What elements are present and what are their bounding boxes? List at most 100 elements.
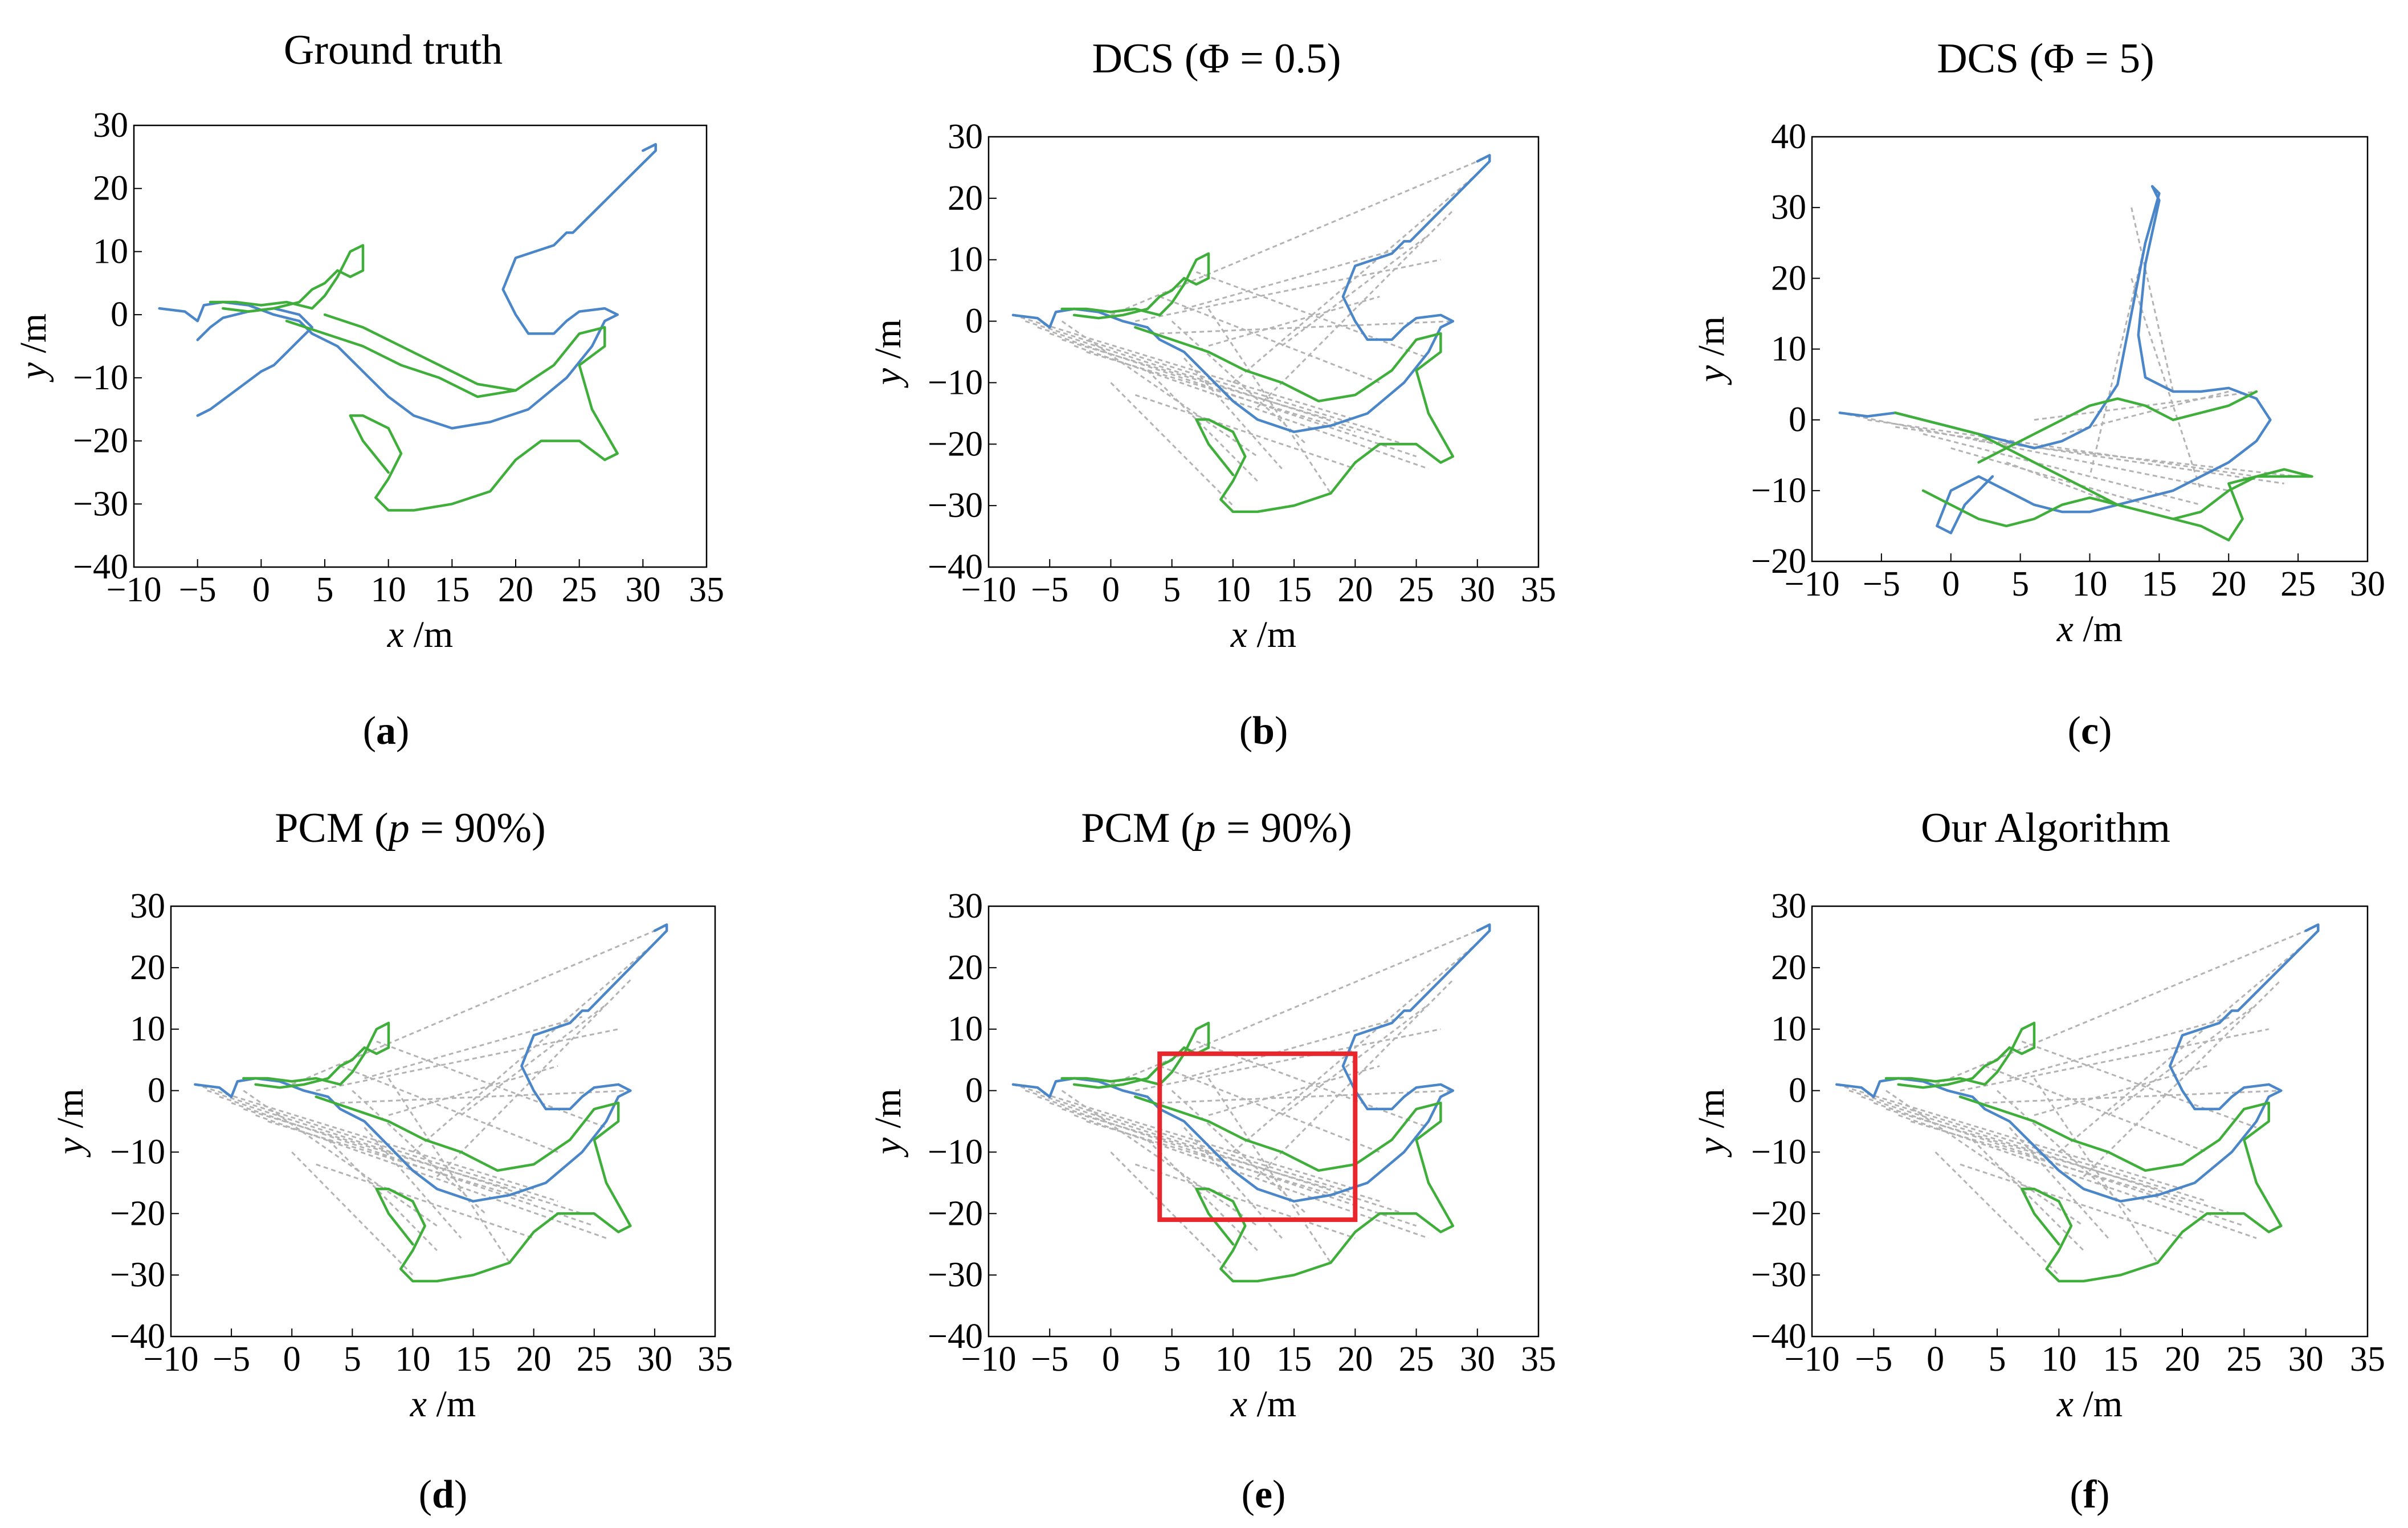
y-tick-label: −30 — [1751, 1256, 1806, 1294]
trajectory-blue — [196, 307, 313, 417]
x-axis-label: x /m — [2056, 1383, 2123, 1425]
loop-closure-line — [327, 1139, 438, 1252]
chart-title: DCS (Φ = 0.5) — [1092, 35, 1341, 82]
x-tick-label: 5 — [344, 1340, 361, 1379]
y-tick-label: 30 — [948, 117, 983, 156]
x-tick-label: 30 — [2288, 1340, 2324, 1379]
x-tick-label: 15 — [2141, 565, 2177, 604]
loop-closure-line — [1861, 1095, 2232, 1215]
loop-closure-line — [2006, 461, 2118, 506]
y-tick-label: 10 — [1771, 330, 1806, 369]
trajectory-blue — [158, 142, 657, 430]
y-tick-label: −40 — [110, 1317, 165, 1356]
plot-area — [194, 923, 668, 1283]
loop-closure-line — [364, 1016, 582, 1079]
loop-closure-line — [1836, 1083, 2183, 1190]
panel-caption: (f) — [2070, 1473, 2110, 1517]
plot-area — [158, 142, 657, 512]
loop-closure-line — [1110, 382, 1234, 507]
loop-closure-line — [1037, 1095, 1405, 1215]
loop-closure-line — [1062, 1108, 1331, 1190]
y-tick-label: 0 — [965, 1071, 983, 1110]
loop-closure-line — [1146, 369, 1258, 482]
x-tick-label: −10 — [961, 571, 1017, 609]
chart-title: PCM (p = 90%) — [275, 805, 545, 851]
loop-closure-line — [340, 1065, 558, 1153]
x-tick-label: 20 — [1337, 1340, 1373, 1379]
plot-frame — [1811, 905, 2369, 1338]
loop-closure-line — [1208, 1065, 1380, 1117]
y-tick-label: 10 — [130, 1010, 165, 1049]
loop-closure-line — [1232, 173, 1478, 384]
panel-caption: (b) — [1239, 709, 1288, 753]
y-tick-label: 0 — [1789, 401, 1806, 439]
loop-closure-line — [387, 1078, 511, 1264]
chart-panel-e: PCM (p = 90%) −10 −5 0 5 10 15 20 25 30 35 −40 −30 −2… — [867, 805, 1556, 1517]
loop-closure-line — [1898, 1114, 2257, 1239]
x-tick-label: 25 — [1399, 571, 1434, 609]
x-tick-label: 20 — [2165, 1340, 2200, 1379]
loop-closure-line — [316, 1028, 619, 1092]
loop-closure-line — [1134, 1163, 1356, 1239]
chart-panel-f: Our Algorithm −10 −5 0 5 10 15 20 25 30 35 −40 −30 −2… — [1691, 805, 2385, 1517]
loop-closure-line — [1885, 1090, 2084, 1227]
y-tick-label: 10 — [948, 241, 983, 279]
trajectory-green — [323, 313, 517, 392]
loop-closure-line — [1135, 259, 1441, 323]
loop-closure-line — [1972, 1139, 2084, 1252]
y-tick-label: −20 — [1751, 1194, 1806, 1233]
x-axis-label: x /m — [2056, 608, 2123, 650]
x-tick-label: 10 — [1215, 571, 1251, 609]
loop-closure-line — [376, 1040, 607, 1128]
y-axis-label: y /m — [1691, 316, 1732, 385]
y-tick-label: 30 — [130, 887, 165, 926]
x-tick-label: 10 — [371, 571, 406, 609]
panel-caption: (a) — [363, 709, 410, 753]
x-tick-label: 0 — [1102, 1340, 1120, 1379]
y-tick-label: −40 — [928, 548, 983, 586]
loop-closure-line — [1985, 1090, 2282, 1104]
x-tick-label: −5 — [179, 571, 217, 609]
x-tick-label: 5 — [1989, 1340, 2006, 1379]
loop-closure-line — [340, 1090, 631, 1104]
y-tick-label: 30 — [948, 887, 983, 926]
x-axis-label: x /m — [410, 1383, 476, 1425]
x-tick-label: 30 — [625, 571, 660, 609]
loop-closure-line — [1207, 308, 1332, 494]
loop-closure-line — [460, 1004, 607, 1116]
y-tick-label: −10 — [1751, 471, 1806, 510]
loop-closure-line — [1160, 1090, 1453, 1104]
loop-closure-line — [1074, 1114, 1429, 1239]
loop-closure-line — [1025, 1090, 1380, 1203]
x-tick-label: 25 — [2280, 565, 2316, 604]
x-axis-label: x /m — [1230, 1383, 1296, 1425]
x-tick-label: 0 — [283, 1340, 301, 1379]
loop-closure-line — [1086, 351, 1356, 433]
x-tick-label: 25 — [1399, 1340, 1434, 1379]
y-tick-label: −10 — [110, 1132, 165, 1171]
x-tick-label: −5 — [1855, 1340, 1892, 1379]
y-axis-label: y /m — [13, 313, 54, 382]
loop-closure-line — [1086, 1120, 1356, 1203]
y-tick-label: 20 — [1771, 259, 1806, 298]
x-tick-label: 15 — [434, 571, 470, 609]
y-tick-label: −10 — [73, 358, 128, 397]
loop-closure-line — [2083, 979, 2282, 1177]
x-tick-label: −10 — [1785, 1340, 1840, 1379]
x-tick-label: 0 — [1102, 571, 1120, 609]
loop-closure-line — [364, 1127, 462, 1239]
plot-frame — [987, 136, 1540, 568]
y-axis-label: y /m — [50, 1089, 91, 1158]
x-tick-label: 35 — [2350, 1340, 2385, 1379]
loop-closure-line — [352, 1090, 486, 1215]
y-tick-label: −30 — [73, 484, 128, 523]
x-tick-label: −5 — [1863, 565, 1900, 604]
chart-title: Our Algorithm — [1921, 805, 2170, 851]
y-tick-label: −30 — [928, 1256, 983, 1294]
y-tick-label: 10 — [1771, 1010, 1806, 1049]
chart-title: DCS (Φ = 5) — [1937, 35, 2154, 82]
y-axis-label: y /m — [1691, 1089, 1732, 1158]
loop-closure-line — [1978, 440, 2299, 478]
loop-closure-line — [2021, 1040, 2257, 1128]
x-tick-label: 5 — [316, 571, 334, 609]
